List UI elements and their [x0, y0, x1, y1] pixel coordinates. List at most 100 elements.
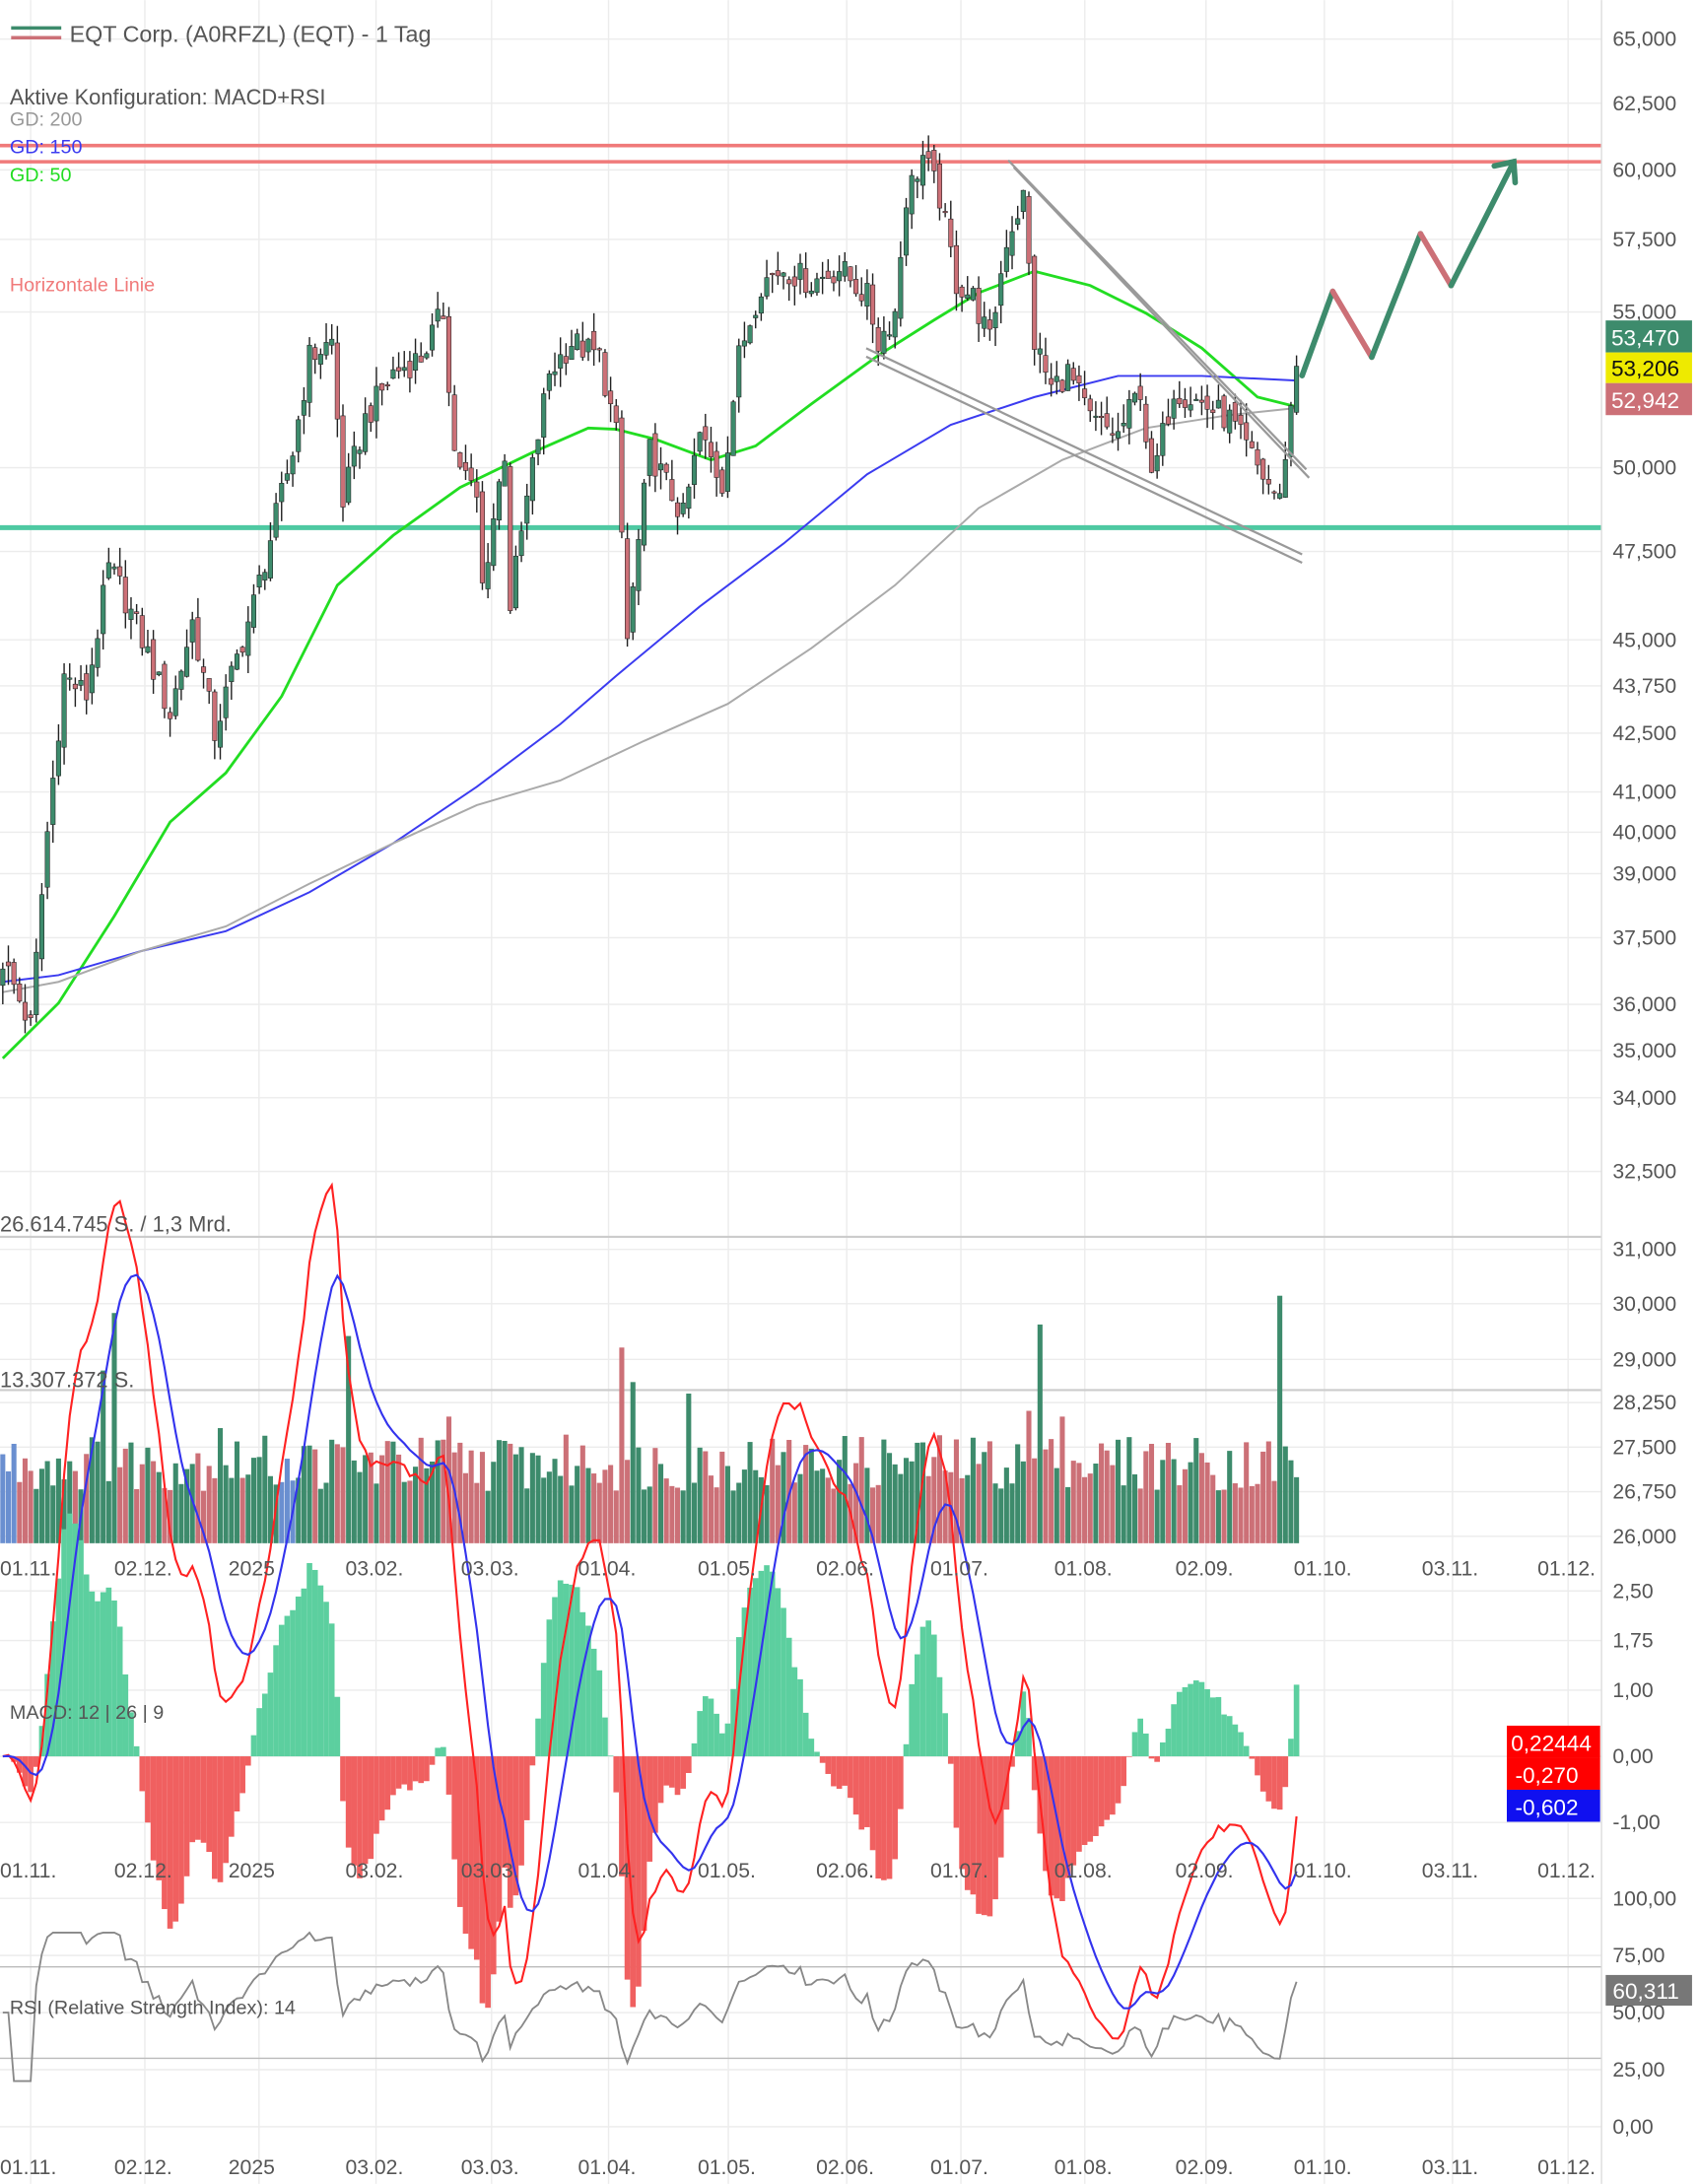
macd-tick-label: 2,50 [1612, 1580, 1653, 1603]
macd-histogram-bar [540, 1663, 547, 1757]
candle-body [413, 353, 419, 371]
volume-bar [1244, 1442, 1250, 1543]
macd-histogram-bar [959, 1756, 965, 1870]
candle-body [1053, 375, 1059, 382]
macd-histogram-bar [1232, 1724, 1239, 1757]
macd-histogram-bar [401, 1756, 408, 1785]
volume-bar [736, 1482, 742, 1543]
macd-histogram-bar [284, 1615, 291, 1757]
macd-histogram-bar [930, 1634, 937, 1757]
macd-histogram-bar [1249, 1756, 1256, 1759]
macd-histogram-bar [357, 1756, 363, 1878]
macd-histogram-bar [49, 1621, 56, 1757]
volume-bar [334, 1444, 340, 1543]
signal-badge [1506, 1789, 1600, 1822]
volume-bar [34, 1488, 39, 1543]
volume-bar [965, 1474, 971, 1543]
macd-histogram-bar [791, 1667, 798, 1757]
macd-histogram-bar [636, 1756, 642, 1987]
candle-body [139, 615, 145, 648]
macd-histogram-bar [311, 1569, 318, 1757]
volume-bar [1093, 1464, 1099, 1543]
macd-histogram-bar [624, 1756, 631, 1980]
candle-body [1277, 493, 1283, 499]
candle-body [1182, 399, 1188, 408]
volume-bar [892, 1464, 898, 1543]
candle-body [529, 457, 535, 502]
macd-histogram-bar [496, 1756, 503, 1922]
forecast-arrow[interactable] [1299, 158, 1519, 378]
candle-body [418, 355, 424, 363]
volume-bar [808, 1448, 814, 1543]
volume-bar [22, 1458, 29, 1543]
volume-bar [1059, 1416, 1065, 1543]
macd-histogram-bar [1014, 1731, 1021, 1757]
candle-body [808, 290, 814, 295]
volume-tick-label: 26,000 [1612, 1526, 1676, 1548]
volume-bar [1182, 1468, 1188, 1543]
macd-histogram-bar [441, 1746, 446, 1757]
macd-histogram-bar [1159, 1741, 1166, 1757]
macd-tick-label: 0,00 [1612, 1745, 1653, 1768]
candle-body [1043, 355, 1049, 373]
trendline-lower-a[interactable] [865, 347, 1303, 556]
x-tick-label-price: 01.08. [1054, 1557, 1113, 1580]
x-tick-label-price: 03.03. [461, 1557, 519, 1580]
candle-body [84, 673, 90, 701]
volume-bar [803, 1445, 809, 1543]
volume-bar [1204, 1462, 1210, 1543]
macd-histogram-bar [317, 1585, 324, 1757]
macd-histogram-bar [1043, 1756, 1049, 1872]
macd-badge [1506, 1725, 1600, 1758]
volume-bar [1009, 1483, 1015, 1543]
forecast-arrow-segment [1417, 231, 1455, 289]
volume-bar [1288, 1460, 1294, 1543]
volume-bar [95, 1441, 101, 1543]
horizontal-lines[interactable] [0, 143, 1602, 530]
volume-bar [919, 1442, 926, 1543]
trendline-upper-b[interactable] [1012, 166, 1311, 479]
macd-histogram-bar [485, 1756, 491, 2009]
macd-histogram-bar [758, 1570, 765, 1757]
macd-histogram-bar [535, 1718, 541, 1757]
macd-histogram-bar [172, 1756, 179, 1922]
macd-histogram-bar [1154, 1756, 1160, 1762]
candle-body [1271, 491, 1277, 494]
volume-bar [1148, 1444, 1155, 1543]
trendline-upper-a[interactable] [1007, 159, 1308, 471]
volume-bar [1003, 1467, 1009, 1543]
candle-body [128, 608, 134, 620]
macd-histogram-bar [83, 1574, 90, 1757]
candle-body [608, 390, 614, 404]
macd-histogram-bar [1182, 1686, 1189, 1757]
volume-bar [379, 1455, 385, 1543]
macd-histogram-bar [1104, 1756, 1111, 1820]
volume-bar [1221, 1489, 1227, 1543]
candle-body [145, 646, 151, 653]
macd-histogram-bar [657, 1756, 664, 1804]
macd-histogram-bar [116, 1626, 123, 1757]
x-tick-label-price: 03.11. [1422, 1557, 1478, 1580]
trend-channel[interactable] [865, 159, 1311, 565]
macd-histogram-bar [122, 1673, 129, 1757]
volume-bar [512, 1454, 518, 1543]
x-tick-label-macd: 02.09. [1176, 1860, 1234, 1882]
volume-bar [301, 1446, 306, 1543]
candle-body [775, 270, 781, 277]
macd-histogram-bar [819, 1756, 826, 1763]
x-tick-label-macd: 03.03. [461, 1860, 519, 1882]
volume-bar [55, 1458, 61, 1543]
candle-body [764, 277, 770, 297]
candle-body [753, 314, 759, 318]
volume-bar [820, 1468, 826, 1543]
volume-bar [1193, 1438, 1199, 1543]
price-tick-label: 43,750 [1612, 675, 1676, 698]
volume-bar [1165, 1443, 1172, 1543]
macd-histogram-bar [596, 1670, 603, 1757]
macd-histogram-bar [301, 1588, 307, 1757]
candle-body [1204, 395, 1210, 410]
trendline-lower-b[interactable] [865, 355, 1303, 565]
volume-bar [1015, 1444, 1021, 1543]
volume-bar [363, 1455, 369, 1543]
